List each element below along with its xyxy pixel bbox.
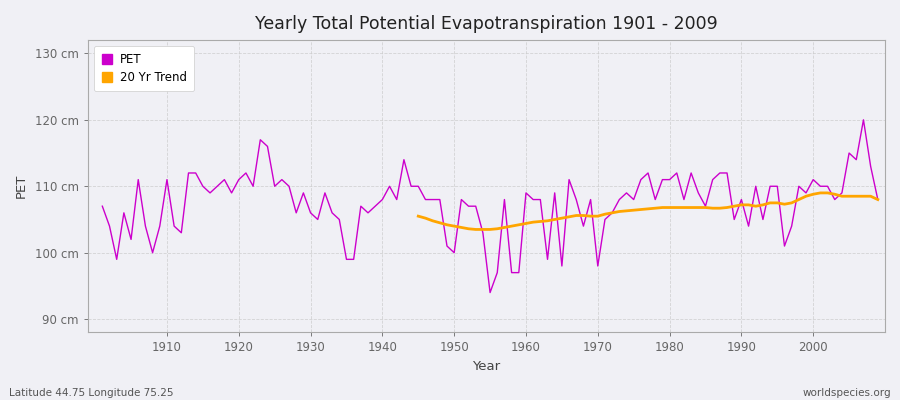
Title: Yearly Total Potential Evapotranspiration 1901 - 2009: Yearly Total Potential Evapotranspiratio… [255,15,718,33]
Text: Latitude 44.75 Longitude 75.25: Latitude 44.75 Longitude 75.25 [9,388,174,398]
Text: worldspecies.org: worldspecies.org [803,388,891,398]
Y-axis label: PET: PET [15,174,28,198]
Legend: PET, 20 Yr Trend: PET, 20 Yr Trend [94,46,194,91]
X-axis label: Year: Year [472,360,500,373]
